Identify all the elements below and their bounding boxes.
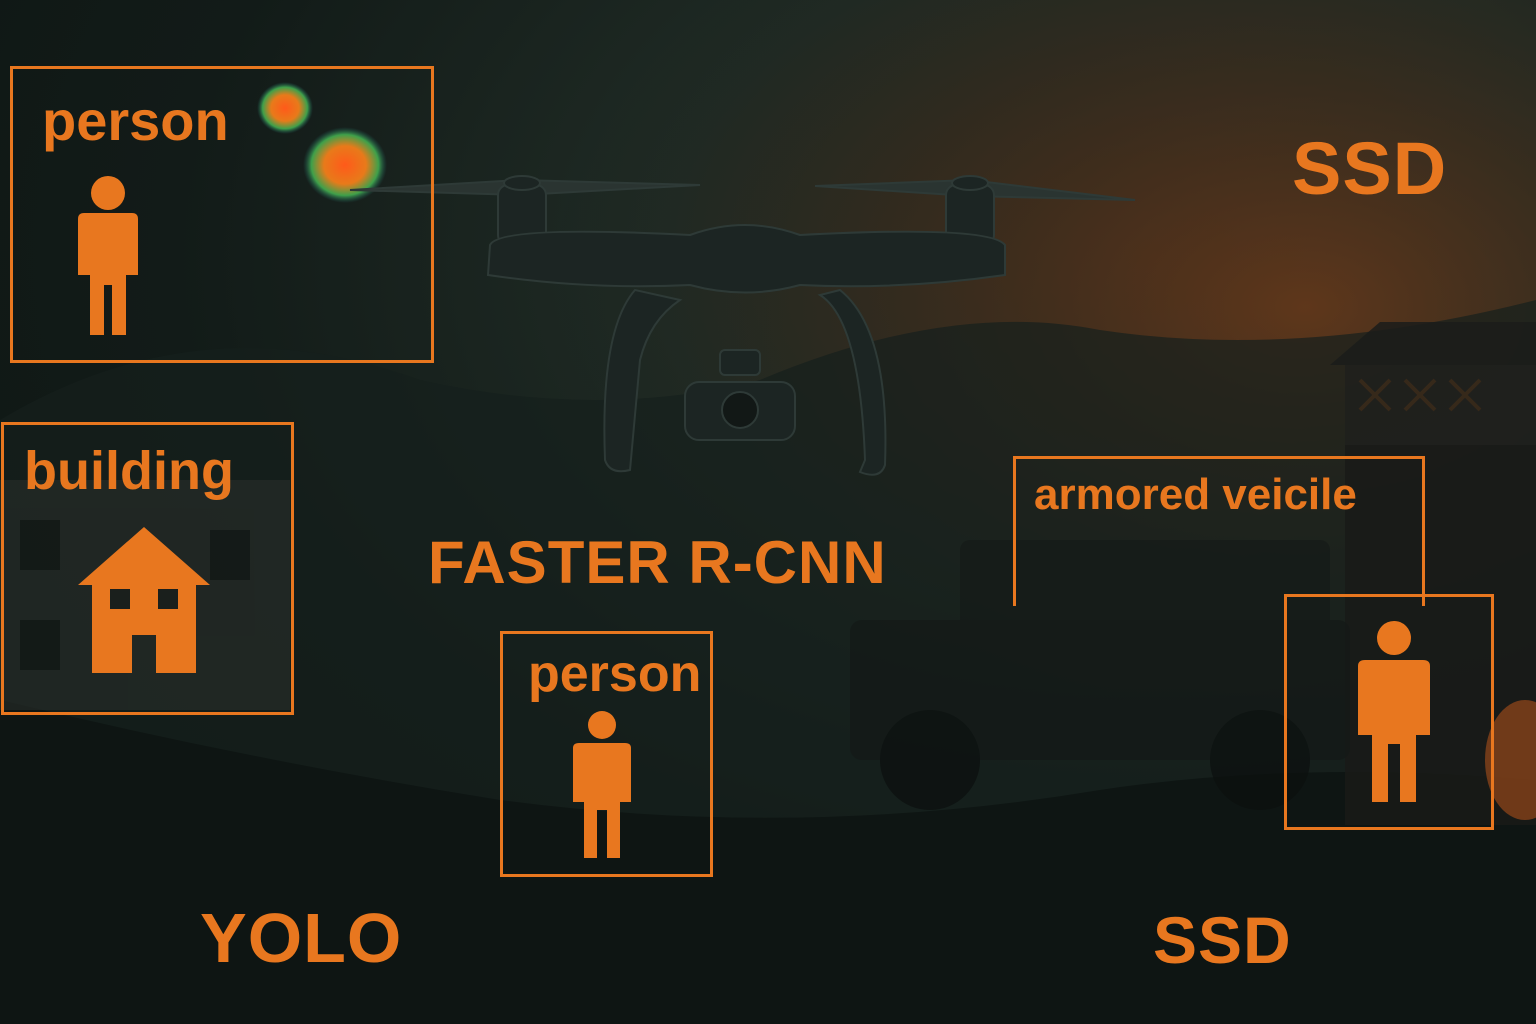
detection-box-person-top-left [10,66,434,363]
detection-box-person-right [1284,594,1494,830]
model-label-ssd-bottom: SSD [1153,903,1292,977]
model-label-yolo: YOLO [200,899,403,977]
detection-label: person [528,645,702,703]
model-label-faster-rcnn: FASTER R-CNN [428,529,887,596]
detection-box-person-center [500,631,713,877]
person-icon [573,711,631,858]
person-icon [1358,621,1430,802]
detection-box-building [1,422,294,715]
house-icon [78,527,210,673]
person-icon [78,176,138,335]
model-label-ssd-top: SSD [1292,127,1448,210]
detection-label: building [24,441,234,501]
detection-label: person [42,89,229,152]
armored-vehicle-silhouette [850,540,1350,810]
detection-label: armored veicile [1034,470,1357,519]
ruined-building [0,480,290,710]
detection-box-armored-vehicle [1013,456,1425,606]
drone [349,175,1136,476]
